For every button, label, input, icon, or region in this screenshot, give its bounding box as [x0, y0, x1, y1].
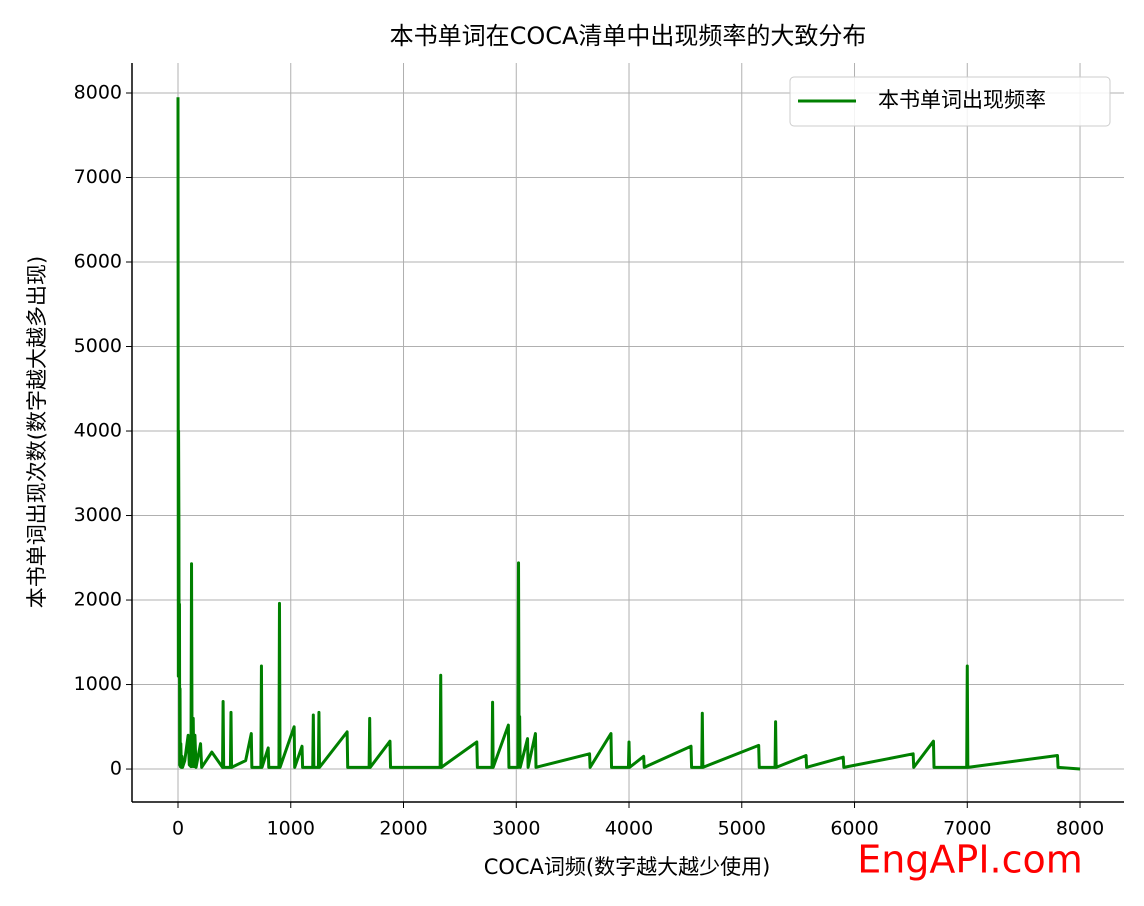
y-tick-label: 0	[110, 758, 122, 780]
y-tick-label: 5000	[74, 335, 122, 357]
x-tick-label: 8000	[1056, 818, 1104, 840]
x-tick-label: 3000	[492, 818, 540, 840]
y-tick-label: 7000	[74, 166, 122, 188]
legend-box	[789, 76, 1111, 127]
x-tick-label: 2000	[379, 818, 427, 840]
x-tick-label: 1000	[267, 818, 315, 840]
x-tick-label: 7000	[943, 818, 991, 840]
x-axis-label: COCA词频(数字越大越少使用)	[484, 855, 771, 879]
data-line	[176, 97, 1081, 771]
y-tick-label: 8000	[74, 81, 122, 103]
y-tick-label: 4000	[74, 420, 122, 442]
y-tick-label: 2000	[74, 589, 122, 611]
legend-label: 本书单词出现频率	[878, 88, 1046, 112]
x-tick-label: 6000	[830, 818, 878, 840]
y-tick-label: 6000	[74, 251, 122, 273]
x-tick-label: 5000	[718, 818, 766, 840]
y-tick-label: 3000	[74, 504, 122, 526]
x-tick-label: 4000	[605, 818, 653, 840]
x-tick-label: 0	[172, 818, 184, 840]
y-tick-label: 1000	[74, 673, 122, 695]
y-axis-label: 本书单词出现次数(数字越大越多出现)	[25, 256, 49, 608]
watermark: EngAPI.com	[857, 838, 1083, 882]
chart-title: 本书单词在COCA清单中出现频率的大致分布	[390, 22, 867, 50]
